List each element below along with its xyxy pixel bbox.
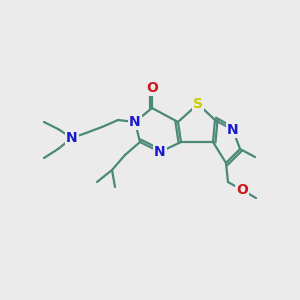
Text: O: O [236, 183, 248, 197]
Text: O: O [146, 81, 158, 95]
Text: N: N [227, 123, 239, 137]
Text: N: N [129, 115, 141, 129]
Text: N: N [154, 145, 166, 159]
Text: S: S [193, 97, 203, 111]
Text: N: N [66, 131, 78, 145]
